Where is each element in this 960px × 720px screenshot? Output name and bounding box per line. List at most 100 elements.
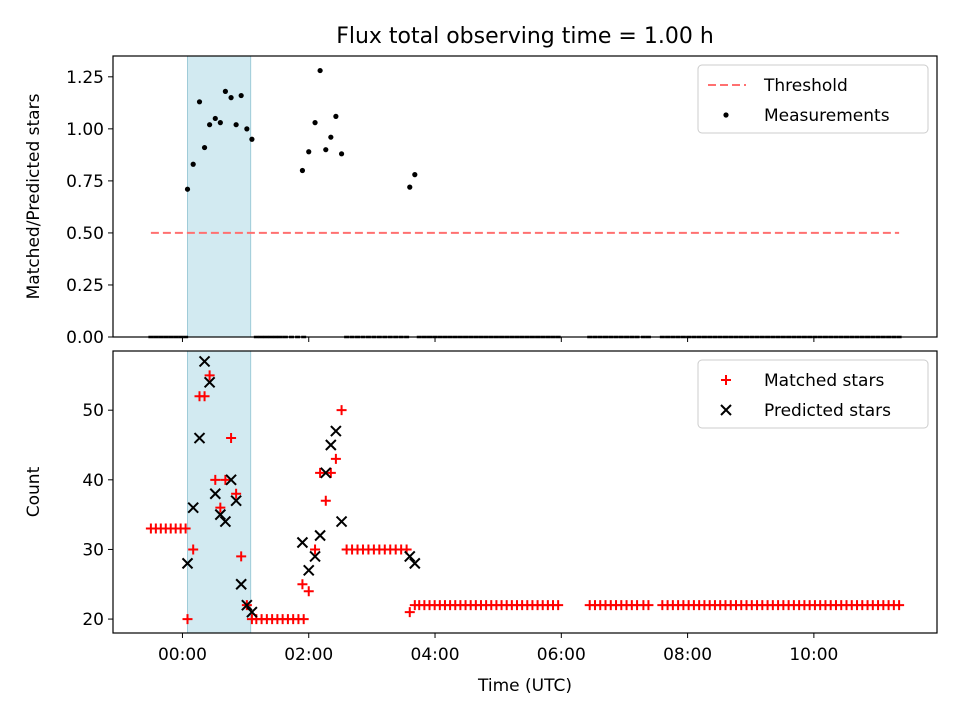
- legend-box: [697, 359, 929, 429]
- data-point: [404, 607, 415, 618]
- legend-swatch: [720, 404, 732, 416]
- data-point: [303, 564, 315, 577]
- data-point: [409, 557, 421, 570]
- data-point: [306, 149, 312, 155]
- data-point: [235, 578, 247, 590]
- data-point: [299, 167, 306, 174]
- data-point: [325, 439, 337, 451]
- ratio-panel: 0.00 0.25 0.50 0.75 1.00 1.25 Matched/Predicte…: [24, 55, 938, 348]
- y-tick-label: 30: [82, 540, 104, 560]
- data-point: [325, 467, 336, 478]
- data-point: [188, 544, 199, 555]
- data-point: [315, 467, 326, 478]
- axes-frame: [112, 350, 938, 634]
- x-axis-label: Time (UTC): [477, 676, 572, 696]
- data-point: [249, 136, 255, 142]
- axes-frame: [112, 55, 938, 338]
- data-point: [246, 606, 258, 618]
- data-point: [309, 550, 321, 563]
- data-point: [198, 355, 211, 368]
- data-point: [553, 600, 564, 611]
- legend: Threshold Measurements: [697, 64, 929, 134]
- x-tick-label: 04:00: [411, 645, 460, 665]
- data-point: [215, 502, 226, 513]
- data-point: [241, 599, 253, 611]
- data-point: [297, 579, 308, 590]
- data-point: [643, 600, 654, 611]
- data-point: [314, 529, 326, 542]
- data-point: [219, 515, 232, 528]
- legend-label: Measurements: [764, 106, 890, 126]
- legend-label: Matched stars: [764, 371, 884, 391]
- data-point: [296, 536, 309, 549]
- y-tick-label: 50: [82, 401, 104, 421]
- y-tick-label: 0.00: [66, 328, 104, 348]
- data-point: [323, 147, 329, 153]
- data-point: [212, 115, 218, 122]
- data-point: [404, 550, 416, 563]
- data-point: [236, 551, 247, 562]
- data-point: [220, 474, 231, 485]
- data-point: [310, 544, 321, 555]
- count-panel: 20 30 40 50 00:00 02:00 04:00 06:00 08:00 10:00 Co…: [24, 350, 938, 696]
- data-point: [336, 405, 347, 416]
- data-point: [303, 586, 314, 597]
- x-tick-label: 10:00: [789, 645, 838, 665]
- data-point: [226, 433, 237, 444]
- data-point: [199, 391, 210, 402]
- y-tick-label: 1.00: [66, 120, 104, 140]
- data-point: [214, 508, 227, 521]
- y-axis-label: Matched/Predicted stars: [24, 93, 44, 299]
- data-point: [209, 488, 221, 500]
- data-point: [217, 120, 223, 126]
- data-point: [338, 151, 345, 157]
- data-point: [190, 161, 196, 167]
- data-point: [333, 113, 339, 119]
- data-point: [320, 467, 332, 479]
- x-tick-label: 06:00: [537, 645, 586, 665]
- data-point: [203, 376, 216, 389]
- data-point: [312, 120, 318, 126]
- data-point: [407, 184, 413, 190]
- data-point: [207, 122, 213, 128]
- observing-window: [187, 55, 252, 338]
- data-point: [412, 172, 418, 178]
- data-point: [228, 95, 234, 101]
- data-point: [222, 88, 228, 94]
- data-point: [328, 134, 334, 140]
- y-tick-label: 0.75: [66, 172, 104, 192]
- chart-title: Flux total observing time = 1.00 h: [336, 24, 714, 49]
- data-point: [187, 501, 199, 514]
- y-tick-label: 0.50: [66, 224, 104, 244]
- legend: Matched stars Predicted stars: [697, 359, 929, 429]
- data-point: [193, 432, 206, 444]
- data-point: [320, 495, 331, 506]
- legend-label: Predicted stars: [764, 401, 891, 421]
- data-point: [210, 474, 221, 485]
- data-point: [230, 494, 242, 507]
- x-tick-label: 00:00: [158, 645, 207, 665]
- data-point: [335, 515, 348, 528]
- data-point: [244, 126, 250, 132]
- data-point: [231, 488, 242, 499]
- data-point: [180, 523, 191, 534]
- data-point: [298, 614, 309, 625]
- legend-box: [697, 64, 929, 134]
- y-tick-label: 1.25: [66, 68, 104, 88]
- data-point: [330, 453, 341, 464]
- data-point: [233, 122, 239, 128]
- data-point: [201, 144, 208, 151]
- data-point: [196, 99, 203, 105]
- data-point: [184, 186, 191, 192]
- y-tick-label: 40: [82, 471, 104, 491]
- data-point: [317, 67, 323, 74]
- x-tick-label: 08:00: [663, 645, 712, 665]
- y-tick-label: 0.25: [66, 276, 104, 296]
- x-tick-label: 02:00: [284, 645, 333, 665]
- observing-window: [187, 350, 252, 634]
- data-point: [330, 425, 342, 437]
- data-point: [204, 370, 215, 381]
- data-point: [894, 600, 905, 611]
- data-point: [238, 92, 244, 99]
